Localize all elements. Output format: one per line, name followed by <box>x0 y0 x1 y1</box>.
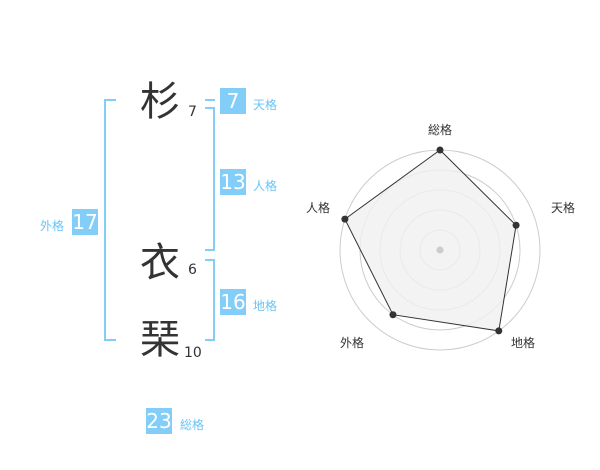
axis-label-gaikaku: 外格 <box>340 335 364 350</box>
jinkaku-label: 人格 <box>253 179 278 193</box>
stroke-count-1: 7 <box>188 104 197 120</box>
stroke-count-2: 6 <box>188 262 197 278</box>
axis-label-jinkaku: 人格 <box>306 200 330 215</box>
chikaku-value: 16 <box>220 289 246 315</box>
name-char-3: 琹 <box>140 317 180 363</box>
soukaku-value: 23 <box>146 408 172 434</box>
chikaku-bracket <box>205 259 215 341</box>
name-char-1: 杉 <box>140 79 180 125</box>
radar-center <box>436 246 444 254</box>
radar-point-3 <box>389 311 397 319</box>
axis-label-tenkaku: 天格 <box>551 200 575 215</box>
tenkaku-value: 7 <box>220 88 246 114</box>
radar-point-1 <box>512 221 520 229</box>
stroke-count-3: 10 <box>184 345 202 361</box>
chikaku-label: 地格 <box>253 299 278 313</box>
tenkaku-label: 天格 <box>253 98 278 112</box>
radar-point-4 <box>341 215 349 223</box>
gaikaku-bracket <box>104 99 116 341</box>
axis-label-soukaku: 総格 <box>428 122 452 137</box>
jinkaku-bracket <box>205 107 215 251</box>
radar-area <box>344 149 517 332</box>
gaikaku-value: 17 <box>72 209 98 235</box>
name-char-2: 衣 <box>140 240 180 286</box>
radar-point-2 <box>495 327 503 335</box>
jinkaku-value: 13 <box>220 169 246 195</box>
tenkaku-bracket <box>205 99 215 101</box>
axis-label-chikaku: 地格 <box>511 335 535 350</box>
gaikaku-label: 外格 <box>40 219 65 233</box>
soukaku-label: 総格 <box>180 418 205 432</box>
radar-point-0 <box>436 146 444 154</box>
